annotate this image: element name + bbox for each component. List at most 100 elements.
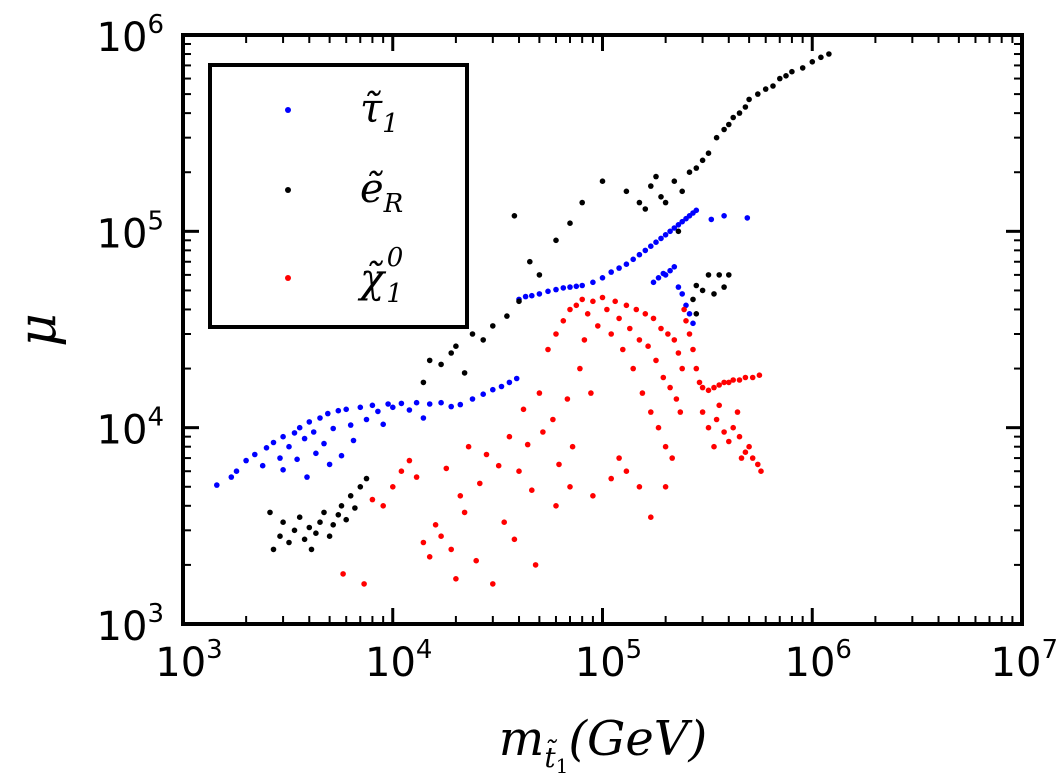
point-stau_1 xyxy=(616,265,622,271)
point-stau_1 xyxy=(321,440,327,447)
point-stau_1 xyxy=(426,401,433,407)
point-neutralino_1 xyxy=(612,298,618,305)
point-stau_1 xyxy=(325,410,331,417)
point-neutralino_1 xyxy=(553,331,559,337)
point-e_R xyxy=(511,213,518,219)
point-neutralino_1 xyxy=(667,384,673,391)
point-stau_1 xyxy=(233,468,240,475)
x-tick-label: 107 xyxy=(991,635,1058,686)
point-neutralino_1 xyxy=(736,433,743,440)
point-stau_1 xyxy=(296,424,303,431)
point-stau_1 xyxy=(375,408,381,415)
point-stau_1 xyxy=(438,399,444,406)
point-stau_1 xyxy=(317,415,323,421)
point-e_R xyxy=(726,272,732,278)
point-neutralino_1 xyxy=(461,509,468,516)
point-neutralino_1 xyxy=(726,379,732,386)
point-neutralino_1 xyxy=(550,416,556,423)
point-stau_1 xyxy=(490,386,496,393)
point-stau_1 xyxy=(642,247,649,254)
point-neutralino_1 xyxy=(516,468,522,475)
point-stau_1 xyxy=(310,429,317,435)
point-neutralino_1 xyxy=(671,337,678,343)
point-e_R xyxy=(693,282,700,289)
point-neutralino_1 xyxy=(506,433,513,440)
point-stau_1 xyxy=(560,285,567,291)
legend-label-selectron: ẽR xyxy=(360,166,403,219)
point-neutralino_1 xyxy=(361,581,367,587)
point-e_R xyxy=(675,228,682,235)
point-stau_1 xyxy=(457,401,464,408)
legend-label-neutralino: χ̃10 xyxy=(357,243,403,309)
point-stau_1 xyxy=(335,407,342,414)
point-stau_1 xyxy=(448,403,455,410)
point-stau_1 xyxy=(693,207,700,214)
point-e_R xyxy=(317,519,323,525)
point-e_R xyxy=(306,524,313,531)
point-neutralino_1 xyxy=(711,443,717,450)
point-stau_1 xyxy=(398,400,405,407)
point-e_R xyxy=(296,514,303,520)
point-stau_1 xyxy=(686,311,693,317)
point-e_R xyxy=(658,194,664,200)
point-neutralino_1 xyxy=(639,390,646,396)
point-neutralino_1 xyxy=(608,331,614,337)
point-neutralino_1 xyxy=(749,374,756,381)
point-neutralino_1 xyxy=(746,443,752,450)
x-tick-label: 105 xyxy=(575,635,642,686)
point-stau_1 xyxy=(369,402,376,409)
point-e_R xyxy=(553,237,559,244)
point-neutralino_1 xyxy=(677,409,684,415)
point-neutralino_1 xyxy=(665,331,671,337)
point-neutralino_1 xyxy=(736,377,743,383)
point-e_R xyxy=(301,536,308,543)
point-neutralino_1 xyxy=(655,424,662,431)
point-neutralino_1 xyxy=(529,487,535,494)
point-stau_1 xyxy=(636,251,643,258)
point-neutralino_1 xyxy=(398,468,405,475)
data-points xyxy=(214,51,832,587)
legend-box xyxy=(208,63,469,329)
point-stau_1 xyxy=(380,421,387,428)
point-e_R xyxy=(363,475,370,482)
point-neutralino_1 xyxy=(756,372,763,379)
point-e_R xyxy=(267,509,273,516)
point-neutralino_1 xyxy=(738,455,745,461)
point-neutralino_1 xyxy=(636,337,643,343)
point-stau_1 xyxy=(214,482,220,488)
point-stau_1 xyxy=(675,222,682,228)
point-neutralino_1 xyxy=(742,449,749,456)
point-stau_1 xyxy=(406,407,413,413)
point-neutralino_1 xyxy=(564,396,571,402)
point-stau_1 xyxy=(545,288,551,295)
point-stau_1 xyxy=(679,218,685,225)
point-neutralino_1 xyxy=(658,325,664,332)
point-e_R xyxy=(313,530,319,536)
point-stau_1 xyxy=(270,439,277,446)
point-stau_1 xyxy=(286,443,292,450)
point-e_R xyxy=(648,183,654,189)
point-e_R xyxy=(826,51,832,57)
point-e_R xyxy=(420,379,427,386)
point-e_R xyxy=(705,272,712,278)
point-neutralino_1 xyxy=(633,306,640,313)
point-neutralino_1 xyxy=(713,416,720,423)
point-stau_1 xyxy=(658,235,664,242)
point-neutralino_1 xyxy=(730,424,736,431)
point-stau_1 xyxy=(667,267,673,274)
point-stau_1 xyxy=(343,406,350,413)
point-stau_1 xyxy=(228,474,235,480)
point-stau_1 xyxy=(506,379,513,386)
point-e_R xyxy=(662,199,669,206)
point-stau_1 xyxy=(347,422,354,428)
point-neutralino_1 xyxy=(726,438,732,445)
point-neutralino_1 xyxy=(588,390,594,396)
point-neutralino_1 xyxy=(696,379,703,386)
point-e_R xyxy=(726,121,732,128)
axis-ticks: 103 104 105 106 107 103 104 105 106 xyxy=(97,10,1058,686)
point-e_R xyxy=(469,331,476,337)
point-stau_1 xyxy=(326,461,333,468)
point-neutralino_1 xyxy=(653,357,659,364)
point-neutralino_1 xyxy=(630,365,636,372)
point-e_R xyxy=(461,370,468,376)
